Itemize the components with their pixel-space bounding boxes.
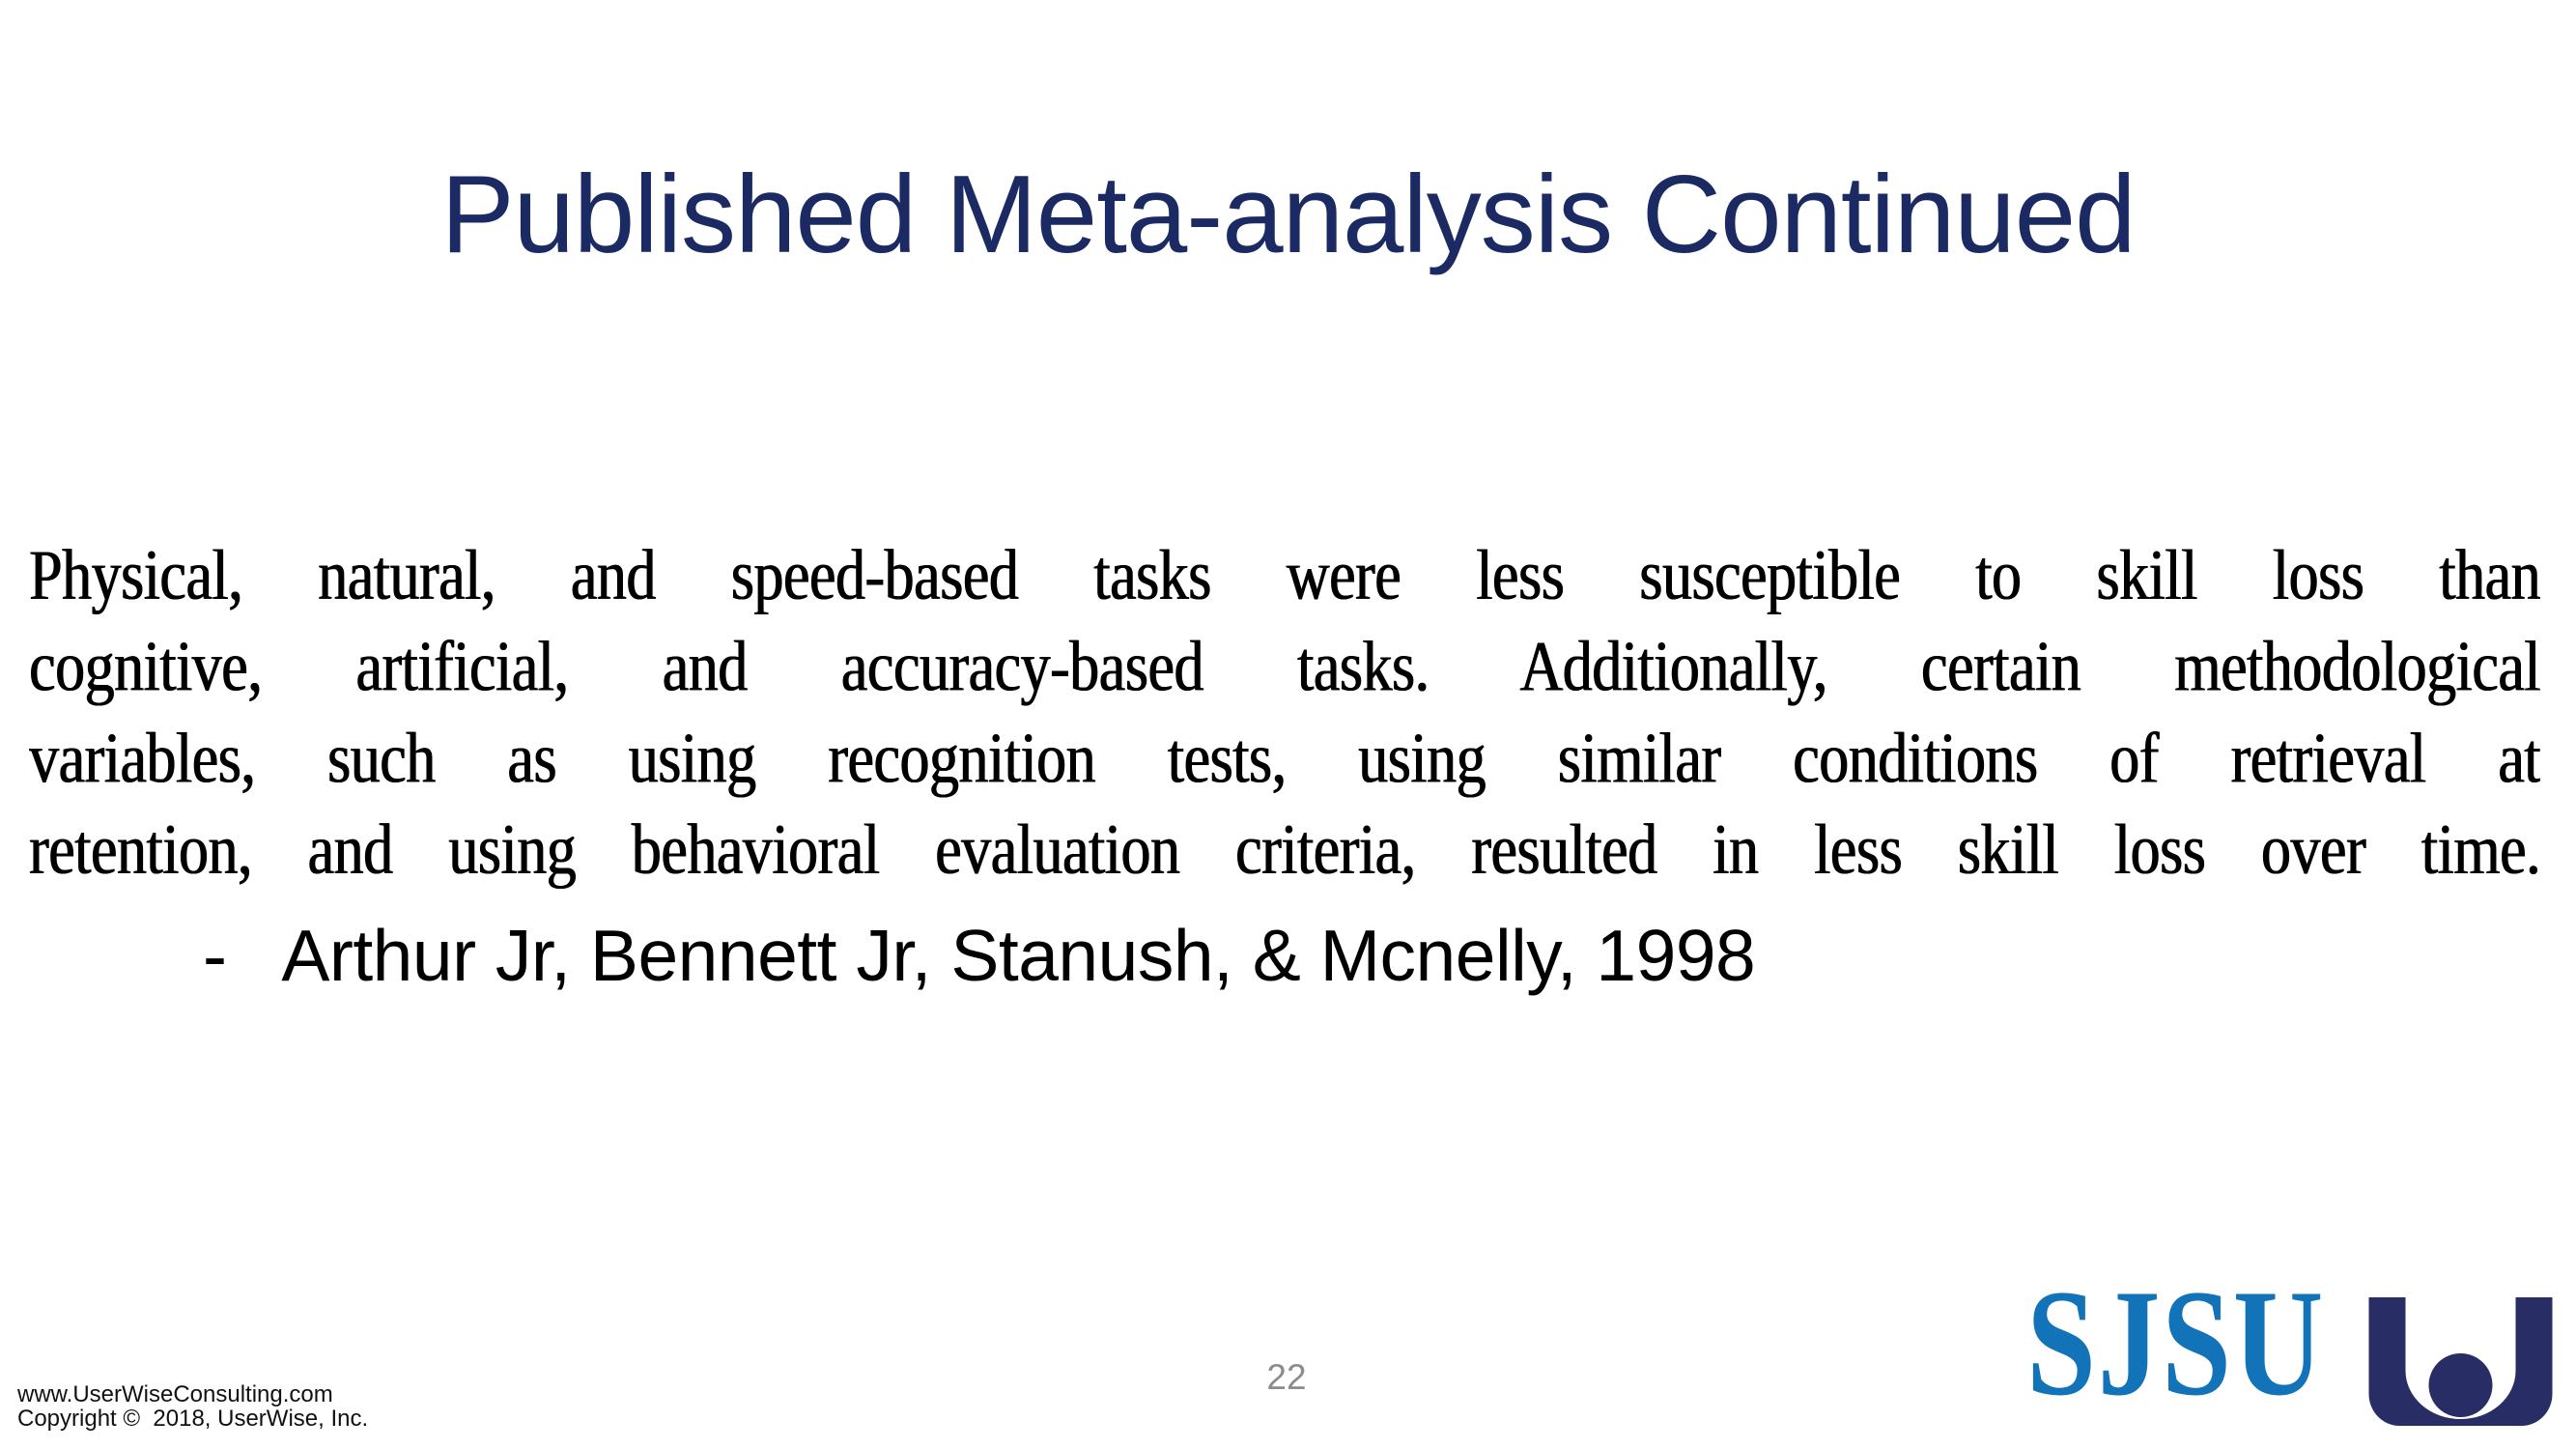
page-number: 22 xyxy=(1266,1357,1307,1397)
excerpt-line-2: cognitive, artificial, and accuracy-base… xyxy=(29,627,2540,707)
citation-line: - Arthur Jr, Bennett Jr, Stanush, & Mcne… xyxy=(203,915,1756,996)
excerpt-line-4: retention, and using behavioral evaluati… xyxy=(29,810,2540,890)
userwise-u-logo-icon xyxy=(2368,1297,2553,1426)
slide-title: Published Meta-analysis Continued xyxy=(440,154,2136,276)
footer-website: www.UserWiseConsulting.com xyxy=(17,1381,333,1407)
footer: www.UserWiseConsulting.com Copyright © 2… xyxy=(17,1382,368,1431)
sjsu-logo-wordmark: SJSU xyxy=(2026,1259,2326,1428)
quoted-excerpt: Physical, natural, and speed-based tasks… xyxy=(29,530,2540,896)
footer-copyright: Copyright © 2018, UserWise, Inc. xyxy=(17,1406,369,1432)
excerpt-line-1: Physical, natural, and speed-based tasks… xyxy=(29,536,2540,615)
excerpt-line-3: variables, such as using recognition tes… xyxy=(29,719,2540,799)
